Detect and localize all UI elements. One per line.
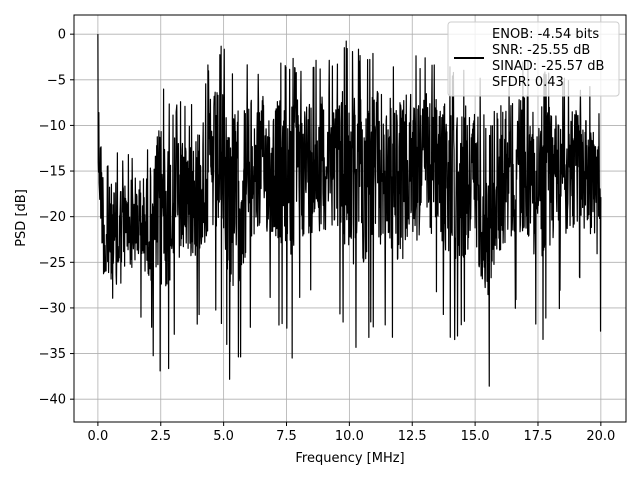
- psd-series-line: [97, 34, 602, 387]
- x-tick-label: 12.5: [398, 429, 427, 444]
- y-tick-label: −30: [39, 301, 66, 316]
- legend-sinad: SINAD: -25.57 dB: [492, 59, 604, 74]
- x-tick-label: 0.0: [88, 429, 109, 444]
- y-tick-label: −25: [39, 256, 66, 271]
- x-tick-label: 15.0: [461, 429, 490, 444]
- y-tick-label: −40: [39, 393, 66, 408]
- x-tick-label: 7.5: [276, 429, 297, 444]
- legend-enob: ENOB: -4.54 bits: [492, 27, 599, 42]
- legend: ENOB: -4.54 bits SNR: -25.55 dB SINAD: -…: [447, 21, 620, 97]
- y-tick-label: −35: [39, 347, 66, 362]
- x-tick-label: 2.5: [150, 429, 171, 444]
- plot-frame: [73, 14, 627, 423]
- x-tick-label: 5.0: [213, 429, 234, 444]
- legend-snr: SNR: -25.55 dB: [492, 43, 590, 58]
- x-tick-label: 17.5: [524, 429, 553, 444]
- x-tick-label: 10.0: [335, 429, 364, 444]
- y-axis-label: PSD [dB]: [14, 189, 29, 247]
- y-tick-label: −10: [39, 119, 66, 134]
- x-axis-ticks: 0.0 2.5 5.0 7.5 10.0 12.5 15.0 17.5 20.0: [88, 422, 615, 444]
- legend-box: [447, 21, 620, 97]
- y-tick-label: −5: [47, 73, 66, 88]
- y-tick-label: −20: [39, 210, 66, 225]
- y-tick-label: −15: [39, 165, 66, 180]
- x-tick-label: 20.0: [586, 429, 615, 444]
- series-layer: [97, 34, 602, 387]
- x-axis-label: Frequency [MHz]: [295, 451, 404, 466]
- y-axis-ticks: 0 −5 −10 −15 −20 −25 −30 −35 −40: [39, 28, 74, 408]
- legend-sfdr: SFDR: 0.43: [492, 75, 564, 90]
- y-tick-label: 0: [58, 28, 66, 43]
